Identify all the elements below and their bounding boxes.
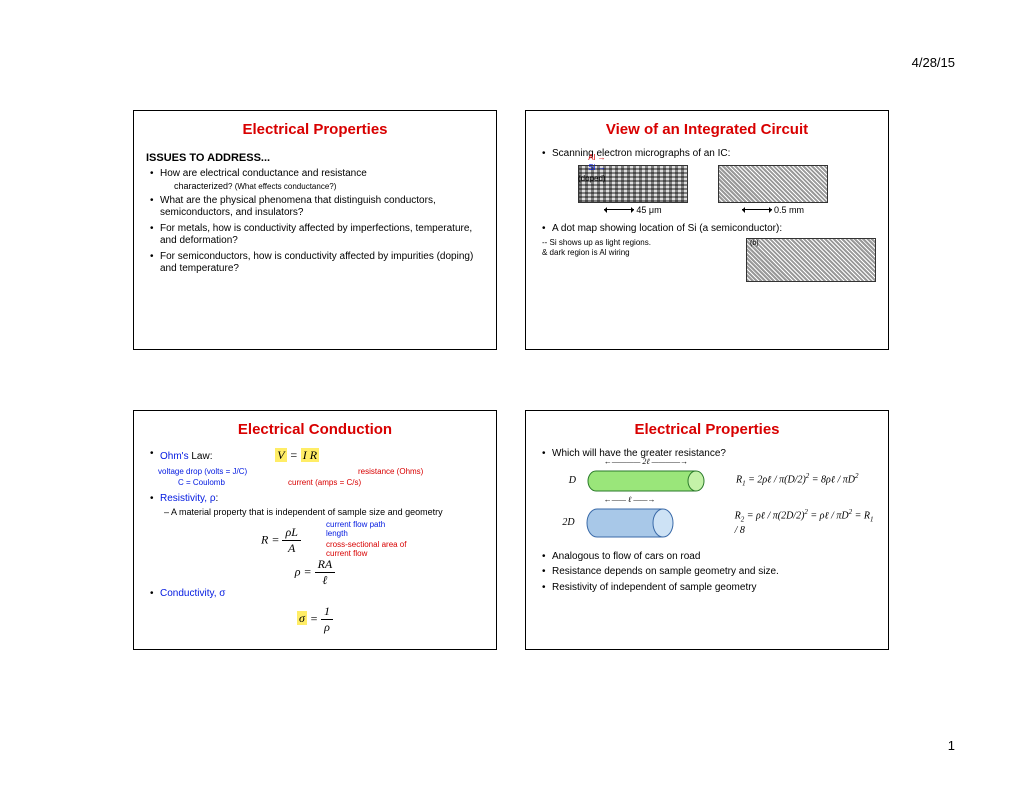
cylinder-row-1: D ←———— 2ℓ ————→ R1 = 2ρℓ / π(D/2)2 = 8ρ…	[556, 467, 876, 495]
cylinder-green: ←———— 2ℓ ————→	[586, 467, 706, 495]
list-item: Resistance depends on sample geometry an…	[542, 566, 876, 579]
text: & dark region is Al wiring	[542, 248, 736, 258]
slide-2-list-bottom: A dot map showing location of Si (a semi…	[538, 223, 876, 236]
slide-1-subhead: ISSUES TO ADDRESS...	[146, 152, 484, 164]
eq-r1: R1 = 2ρℓ / π(D/2)2 = 8ρℓ / πD2	[736, 473, 859, 488]
caption-b: (b)	[750, 240, 759, 247]
t: = ρℓ / π(2D/2)	[744, 511, 804, 522]
ir-term: I R	[301, 448, 319, 462]
eq-r2: R2 = ρℓ / π(2D/2)2 = ρℓ / πD2 = R1 / 8	[735, 509, 876, 535]
text: characterized	[174, 181, 228, 191]
text: ? (What effects conductance?)	[228, 182, 336, 191]
doped-label: (doped)	[578, 174, 606, 184]
list-item: Ohm's Law: V = I R	[150, 448, 484, 464]
slide-1-list: How are electrical conductance and resis…	[146, 168, 484, 276]
resistance-annot: resistance (Ohms)	[358, 467, 423, 476]
t: 1	[870, 516, 874, 524]
two-l-label: 2ℓ	[642, 457, 649, 466]
slide-1: Electrical Properties ISSUES TO ADDRESS.…	[133, 110, 497, 350]
text: 0.5 mm	[774, 205, 804, 215]
ohms-equation: V = I R	[275, 448, 319, 463]
two-d-label: 2D	[556, 517, 575, 528]
chip-2: 0.5 mm	[718, 165, 828, 215]
t: = 2ρℓ / π(D/2)	[746, 474, 806, 485]
chip-side-labels: Al → Si → (doped)	[578, 153, 606, 184]
slide-4-title: Electrical Properties	[538, 421, 876, 438]
text: A material property that is independent …	[171, 507, 443, 517]
cylinder-blue: ←—— ℓ ——→	[585, 505, 675, 541]
page-number: 1	[948, 738, 955, 753]
slide-2-notes: -- Si shows up as light regions. & dark …	[542, 238, 736, 259]
list-item: A dot map showing location of Si (a semi…	[542, 223, 876, 236]
text: :	[216, 493, 219, 504]
slide-4: Electrical Properties Which will have th…	[525, 410, 889, 650]
cylinder-row-2: 2D ←—— ℓ ——→ R2 = ρℓ / π(2D/2)2 = ρℓ / π…	[556, 505, 876, 541]
list-item: Analogous to flow of cars on road	[542, 551, 876, 564]
slide-2: View of an Integrated Circuit Scanning e…	[525, 110, 889, 350]
al-label: Al	[588, 153, 595, 162]
list-item: How are electrical conductance and resis…	[150, 168, 484, 192]
slide-4-list-bottom: Analogous to flow of cars on road Resist…	[538, 551, 876, 595]
si-label: Si	[588, 163, 595, 172]
t: = 8ρℓ / πD	[809, 474, 855, 485]
slide-3-title: Electrical Conduction	[146, 421, 484, 438]
t: = R	[852, 511, 870, 522]
scale-2: 0.5 mm	[742, 205, 804, 215]
slide-1-title: Electrical Properties	[146, 121, 484, 138]
resistivity-label: Resistivity, ρ	[160, 493, 216, 504]
text: How are electrical conductance and resis…	[160, 168, 367, 179]
ohms-label: Ohm's	[160, 451, 189, 462]
voltage-annot: voltage drop (volts = J/C)	[158, 467, 247, 476]
t: / 8	[735, 525, 745, 536]
slide-3-list2: Resistivity, ρ: – A material property th…	[146, 493, 484, 519]
text: -- Si shows up as light regions.	[542, 238, 736, 248]
list-item: Resistivity, ρ: – A material property th…	[150, 493, 484, 519]
v-term: V	[275, 448, 286, 462]
ell-label: ℓ	[628, 495, 631, 504]
scale-1: 45 μm	[604, 205, 661, 215]
chip-row-1: 45 μm 0.5 mm	[578, 165, 876, 215]
list-item: Conductivity, σ	[150, 588, 484, 601]
slide-3-list: Ohm's Law: V = I R	[146, 448, 484, 464]
conductivity-label: Conductivity, σ	[160, 588, 225, 599]
slide-2-title: View of an Integrated Circuit	[538, 121, 876, 138]
eq-sigma: σ = 1ρ	[146, 604, 484, 635]
text: Law:	[189, 451, 213, 462]
eq-rho: ρ = RAℓ	[146, 557, 484, 588]
coulomb-annot: C = Coulomb	[178, 478, 225, 487]
t: 2	[855, 472, 859, 480]
text: 45 μm	[636, 205, 661, 215]
area-annot: cross-sectional area of current flow	[326, 541, 426, 559]
slide-grid: Electrical Properties ISSUES TO ADDRESS.…	[133, 110, 889, 650]
slide-3: Electrical Conduction Ohm's Law: V = I R…	[133, 410, 497, 650]
slide-3-list3: Conductivity, σ	[146, 588, 484, 601]
list-item: For metals, how is conductivity affected…	[150, 223, 484, 248]
page-date: 4/28/15	[912, 55, 955, 70]
text: =	[287, 448, 301, 462]
t: = ρℓ / πD	[808, 511, 849, 522]
current-annot: current (amps = C/s)	[288, 478, 361, 487]
path-annot: current flow path length	[326, 521, 396, 539]
text: characterized? (What effects conductance…	[174, 181, 484, 192]
dotmap-icon	[746, 238, 876, 282]
eq-R: R = ρLA	[261, 525, 301, 556]
micrograph-icon	[718, 165, 828, 203]
list-item: For semiconductors, how is conductivity …	[150, 251, 484, 276]
list-item: Resistivity of independent of sample geo…	[542, 582, 876, 595]
list-item: What are the physical phenomena that dis…	[150, 195, 484, 220]
d-label: D	[556, 475, 576, 486]
